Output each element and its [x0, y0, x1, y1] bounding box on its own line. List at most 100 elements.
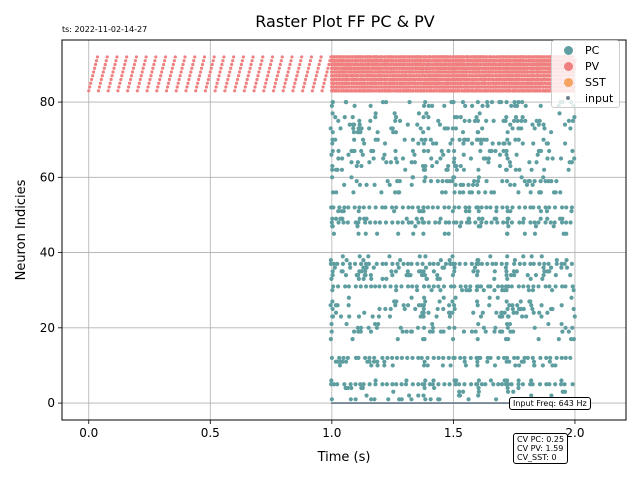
pv-spike	[279, 59, 283, 63]
pc-spike	[428, 178, 434, 184]
pc-spike	[367, 126, 372, 131]
pc-spike	[569, 209, 574, 214]
pc-spike	[563, 220, 569, 225]
pc-spike	[356, 209, 361, 214]
pc-spike	[499, 284, 505, 289]
pc-spike	[450, 254, 455, 259]
x-tick-label: 0.0	[79, 426, 98, 440]
pv-spike	[525, 70, 530, 74]
pv-spike	[98, 81, 103, 85]
pc-spike	[345, 220, 350, 225]
pv-spike	[465, 62, 469, 67]
pv-spike	[488, 73, 492, 78]
pc-spike	[356, 314, 362, 319]
pc-spike	[357, 269, 362, 274]
pv-spike	[530, 55, 535, 59]
pv-spike	[236, 74, 241, 78]
pv-spike	[237, 70, 242, 74]
pc-spike	[518, 299, 523, 304]
pc-spike	[511, 389, 516, 394]
pv-spike	[331, 81, 336, 86]
pv-spike	[466, 55, 470, 59]
pc-spike	[394, 355, 400, 361]
pc-spike	[531, 205, 536, 210]
pc-spike	[529, 167, 534, 172]
pv-spike	[484, 85, 489, 89]
pv-spike	[203, 89, 208, 93]
pc-spike	[541, 175, 546, 180]
pc-spike	[427, 329, 433, 334]
pv-spike	[501, 55, 506, 59]
pc-spike	[512, 182, 517, 187]
pc-spike	[356, 355, 361, 361]
pc-spike	[333, 167, 339, 172]
pc-spike	[546, 261, 551, 266]
pc-spike	[530, 122, 535, 127]
pc-spike	[423, 254, 428, 259]
pc-spike	[416, 220, 421, 225]
pc-spike	[443, 261, 449, 266]
pv-spike	[442, 88, 447, 93]
pv-spike	[424, 55, 428, 59]
pc-spike	[369, 363, 374, 368]
pc-spike	[568, 126, 573, 131]
pv-spike	[347, 58, 352, 63]
pc-spike	[450, 137, 455, 142]
pc-spike	[409, 160, 414, 165]
pc-spike	[427, 261, 432, 266]
pv-spike	[314, 74, 318, 78]
pc-spike	[351, 190, 356, 195]
pv-spike	[489, 55, 494, 59]
pc-spike	[498, 99, 504, 105]
pc-spike	[460, 130, 466, 135]
pv-spike	[377, 62, 382, 67]
pv-spike	[511, 73, 516, 78]
pv-spike	[317, 62, 321, 67]
pc-spike	[355, 325, 360, 330]
pv-spike	[464, 73, 469, 78]
pc-spike	[450, 261, 455, 266]
pv-spike	[513, 55, 518, 59]
pc-spike	[401, 261, 406, 266]
pv-spike	[160, 70, 164, 74]
pc-spike	[390, 382, 395, 387]
pc-spike	[531, 141, 536, 146]
legend-marker-sst	[564, 77, 573, 87]
pv-spike	[253, 85, 257, 89]
pc-spike	[509, 103, 514, 108]
pc-spike	[380, 382, 385, 387]
pc-spike	[328, 257, 333, 263]
pc-spike	[475, 303, 480, 308]
pv-spike	[178, 74, 182, 78]
pc-spike	[560, 389, 565, 394]
pc-spike	[503, 265, 508, 270]
pc-spike	[558, 190, 563, 195]
pc-spike	[418, 314, 423, 319]
pv-spike	[538, 85, 542, 89]
pc-spike	[349, 385, 354, 391]
pc-spike	[330, 175, 335, 180]
pc-spike	[387, 182, 392, 187]
pv-spike	[410, 88, 415, 93]
pv-spike	[377, 85, 381, 89]
pc-spike	[393, 118, 398, 123]
pc-spike	[333, 303, 339, 308]
pc-spike	[513, 115, 519, 120]
pv-spike	[411, 85, 416, 89]
pv-spike	[255, 77, 259, 82]
pc-spike	[335, 382, 340, 387]
pc-spike	[436, 284, 441, 289]
pc-spike	[450, 299, 455, 304]
pc-spike	[348, 397, 353, 402]
pc-spike	[479, 205, 484, 210]
pc-spike	[549, 393, 554, 398]
pc-spike	[520, 314, 525, 319]
pc-spike	[385, 355, 390, 361]
pc-spike	[475, 337, 480, 342]
pv-spike	[467, 77, 471, 82]
pc-spike	[419, 355, 424, 361]
pv-spike	[119, 77, 123, 82]
pv-spike	[389, 58, 393, 63]
pc-spike	[505, 130, 510, 135]
pc-spike	[503, 337, 509, 342]
